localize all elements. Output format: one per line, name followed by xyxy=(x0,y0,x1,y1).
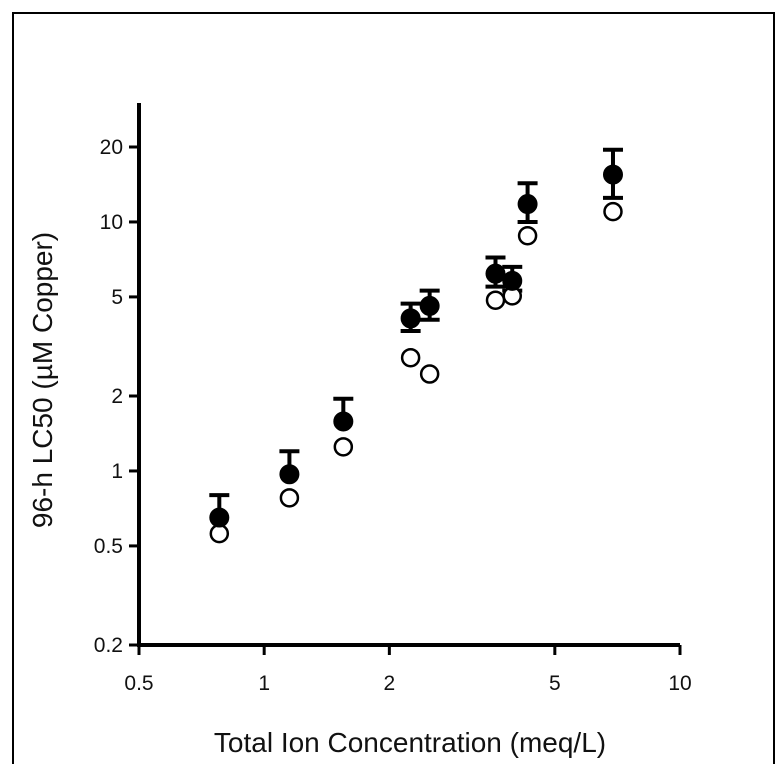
data-points xyxy=(209,164,623,544)
filled-circle-point xyxy=(279,464,300,485)
open-circle-point xyxy=(279,488,300,508)
y-axis-title: 96-h LC50 (µM Copper) xyxy=(27,232,58,528)
x-tick-label: 1 xyxy=(258,672,270,695)
filled-circle-point xyxy=(419,295,440,316)
y-tick-label: 0.2 xyxy=(94,634,123,657)
filled-circle-point xyxy=(602,164,623,185)
open-circle-point xyxy=(419,364,440,384)
open-circle-point xyxy=(485,290,506,310)
y-tick-label: 0.5 xyxy=(94,535,123,558)
filled-circle-point xyxy=(400,308,421,329)
x-tick-label: 5 xyxy=(549,672,561,695)
error-bars xyxy=(209,147,623,518)
filled-circle-point xyxy=(209,507,230,528)
filled-circle-point xyxy=(333,411,354,432)
open-circle-point xyxy=(333,437,354,457)
filled-circle-point xyxy=(517,194,538,215)
x-axis-title: Total Ion Concentration (meq/L) xyxy=(214,727,606,758)
open-circle-point xyxy=(517,226,538,246)
y-tick-label: 1 xyxy=(111,460,123,483)
open-circle-point xyxy=(603,201,623,222)
y-tick-label: 2 xyxy=(111,385,123,408)
filled-circle-point xyxy=(485,263,506,284)
open-circle-point xyxy=(400,347,421,368)
y-tick-label: 5 xyxy=(111,286,123,309)
x-tick-label: 2 xyxy=(384,672,396,695)
y-tick-label: 20 xyxy=(100,136,123,159)
filled-circle-point xyxy=(502,270,523,291)
y-tick-label: 10 xyxy=(100,211,123,234)
x-tick-label: 10 xyxy=(668,672,691,695)
x-tick-label: 0.5 xyxy=(124,672,153,695)
open-circle-point xyxy=(209,523,230,544)
